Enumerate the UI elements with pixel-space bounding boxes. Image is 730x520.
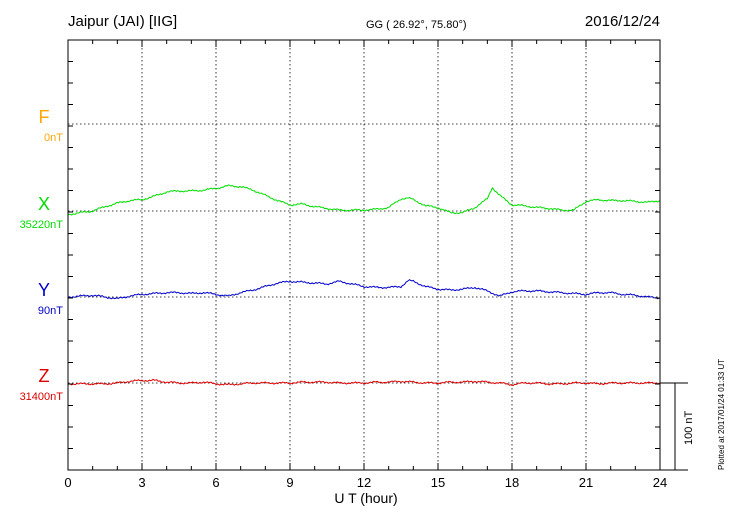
channel-F-name: F [39,107,50,127]
channel-X-name: X [38,194,50,214]
channel-labels: F 0nT X 35220nT Y 90nT Z 31400nT [20,107,64,403]
channel-F-baseline: 0nT [44,132,63,144]
x-tick-label: 3 [138,475,145,490]
channel-Z-name: Z [39,366,50,386]
x-tick-label: 12 [357,475,371,490]
x-tick-label: 6 [212,475,219,490]
channel-Y-baseline: 90nT [38,305,63,317]
scale-bar: 100 nT [660,382,695,471]
series-X-line [67,184,661,216]
series-Z-line [67,378,661,387]
x-tick-label: 21 [579,475,593,490]
scale-bar-label: 100 nT [683,410,695,445]
plotted-timestamp: Plotted at 2017/01/24 01:33 UT [717,359,726,470]
x-tick-label: 18 [505,475,519,490]
channel-Y-name: Y [38,280,50,300]
x-tick-label: 15 [431,475,445,490]
station-title: Jaipur (JAI) [IIG] [68,13,177,30]
series-Y-line [67,279,661,300]
channel-Z-baseline: 31400nT [20,391,64,403]
x-tick-label: 0 [64,475,71,490]
station-coordinates: GG ( 26.92°, 75.80°) [366,19,467,31]
x-axis-ticks: 0 3 6 9 12 15 18 21 24 [64,39,667,490]
grid [68,40,660,470]
channel-X-baseline: 35220nT [20,219,64,231]
plot-frame [67,39,661,471]
plot-date: 2016/12/24 [585,13,660,30]
data-traces [67,184,661,387]
x-axis-label: U T (hour) [334,490,397,506]
x-tick-label: 9 [286,475,293,490]
x-tick-label: 24 [653,475,667,490]
